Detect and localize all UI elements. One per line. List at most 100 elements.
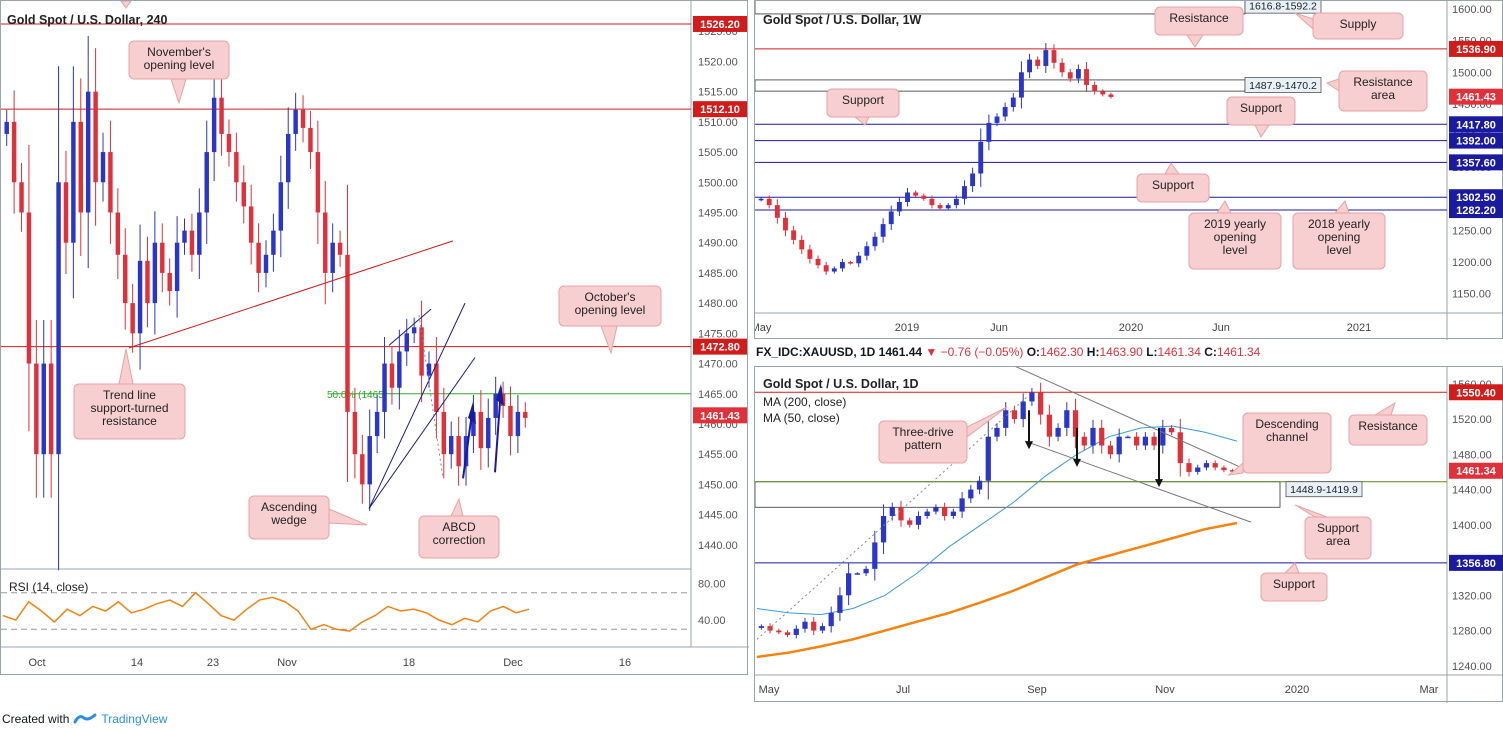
h4-abcd-callout-text: correction <box>433 533 486 547</box>
h4-candle <box>204 152 209 213</box>
w1-candle <box>848 262 854 264</box>
h4-tick-label: 1505.00 <box>698 147 738 159</box>
d1-chart-svg[interactable]: 1240.001280.001320.001360.001400.001440.… <box>755 367 1503 703</box>
d1-level-tag <box>1449 554 1503 571</box>
w1-candle <box>994 116 1000 123</box>
d1-candle <box>1195 467 1201 472</box>
h4-candle <box>367 436 372 485</box>
d1-zone-tag <box>1285 481 1363 498</box>
d1-candle <box>1046 414 1052 437</box>
d1-candle <box>1203 463 1210 468</box>
tradingview-brand[interactable]: TradingView <box>101 712 168 726</box>
d1-x-tick: Nov <box>1155 684 1175 696</box>
h4-arrow-head <box>496 383 504 406</box>
d1-three-drive-callout-box <box>878 420 968 464</box>
w1-candle <box>856 255 862 264</box>
d1-tick-label: 1320.00 <box>1452 590 1492 602</box>
w1-level-tag <box>1449 40 1503 57</box>
d1-candle <box>942 507 948 516</box>
h4-candle <box>448 436 454 455</box>
created-with-text: Created with <box>2 712 70 726</box>
h4-november-callout-text: opening level <box>144 58 215 72</box>
d1-candle <box>1038 392 1044 415</box>
w1-support-c-callout-text: Support <box>1152 178 1195 192</box>
w1-candle <box>1051 50 1057 63</box>
h4-wedge-lower <box>368 357 476 509</box>
h4-tick-label: 1470.00 <box>698 359 738 371</box>
d1-level-tag-label: 1356.80 <box>1456 558 1496 570</box>
h4-candle <box>382 363 387 412</box>
h4-candle <box>389 363 395 388</box>
d1-x-tick: Mar <box>1420 684 1439 696</box>
d1-candle <box>846 573 852 596</box>
h4-level-tag <box>693 101 747 118</box>
d1-candle <box>1003 410 1009 428</box>
h4-x-tick: Dec <box>503 657 523 669</box>
h4-x-tick: Nov <box>277 657 297 669</box>
d1-zone-tag-label: 1448.9-1419.9 <box>1290 484 1358 496</box>
w1-candle <box>978 141 984 174</box>
d1-ma200-line <box>756 521 1238 659</box>
d1-symbol-line: FX_IDC:XAUUSD, 1D 1461.44 <box>756 345 923 359</box>
d1-drive-arrow-head <box>1073 458 1081 467</box>
d1-candle <box>1055 427 1061 437</box>
h4-candle <box>11 121 17 183</box>
h4-tick-label: 1520.00 <box>698 56 738 68</box>
w1-candle <box>1067 72 1073 79</box>
h4-candle <box>508 405 513 437</box>
w1-level-tag <box>1449 202 1503 219</box>
w1-candle <box>1108 94 1114 97</box>
h4-candle <box>130 303 135 334</box>
d1-tick-label: 1240.00 <box>1452 661 1492 673</box>
d1-candle <box>1081 436 1087 446</box>
w1-level-tag-label: 1461.43 <box>1456 92 1496 104</box>
h4-candle <box>352 411 358 455</box>
w1-2019-open-callout-pointer <box>1216 200 1232 214</box>
d1-candle <box>1125 436 1131 439</box>
d1-candle <box>1099 427 1105 446</box>
h4-candle <box>41 363 46 455</box>
w1-chart-svg[interactable]: 1150.001200.001250.001300.001350.001400.… <box>755 1 1503 340</box>
d1-ma50-legend: MA (50, close) <box>763 411 840 425</box>
w1-resistance-area-callout-text: area <box>1371 88 1395 102</box>
d1-low: 1461.34 <box>1157 345 1201 359</box>
d1-candle <box>863 568 869 574</box>
w1-zone-tag <box>1244 77 1322 93</box>
w1-support-b-callout-text: Support <box>1240 101 1283 115</box>
w1-tick-label: 1200.00 <box>1452 257 1492 269</box>
d1-ma50-line <box>756 425 1238 616</box>
d1-candle <box>1011 410 1018 420</box>
d1-three-drive-dotted <box>756 396 1028 640</box>
w1-candle <box>896 201 902 212</box>
h4-candle <box>19 182 24 213</box>
h4-candle <box>471 411 476 437</box>
w1-candle <box>1010 97 1016 108</box>
h4-november-callout-pointer <box>170 78 187 105</box>
h4-level-tag <box>693 338 747 355</box>
w1-level-tag-label: 1536.90 <box>1456 44 1496 56</box>
w1-candle <box>807 249 813 259</box>
tradingview-logo-icon <box>73 713 97 724</box>
w1-candle <box>791 230 797 240</box>
d1-candle <box>854 573 860 575</box>
w1-candle <box>1092 84 1098 92</box>
w1-candle <box>1035 59 1041 66</box>
d1-resistance-callout-pointer <box>1373 401 1396 416</box>
w1-candle <box>1059 62 1065 73</box>
w1-candle <box>839 262 845 269</box>
d1-candle <box>1142 436 1148 446</box>
w1-candle <box>1002 107 1008 117</box>
h4-chart-svg[interactable]: 1440.001445.001450.001455.001460.001465.… <box>1 1 749 676</box>
d1-support-area-callout-text: Support <box>1317 521 1360 535</box>
d1-chart-panel: 1240.001280.001320.001360.001400.001440.… <box>754 366 1503 703</box>
d1-candle <box>1212 463 1218 468</box>
d1-change: −0.76 (−0.05%) <box>940 345 1024 359</box>
w1-2019-open-callout-box <box>1188 212 1282 270</box>
d1-channel-callout-text: channel <box>1266 430 1308 444</box>
h4-arrow-head <box>468 401 476 424</box>
d1-candle <box>872 542 878 569</box>
w1-resistance-callout-text: Resistance <box>1169 11 1229 25</box>
d1-candle <box>924 511 930 516</box>
d1-candle <box>1020 401 1026 420</box>
h4-trendline-callout-pointer <box>118 348 134 385</box>
